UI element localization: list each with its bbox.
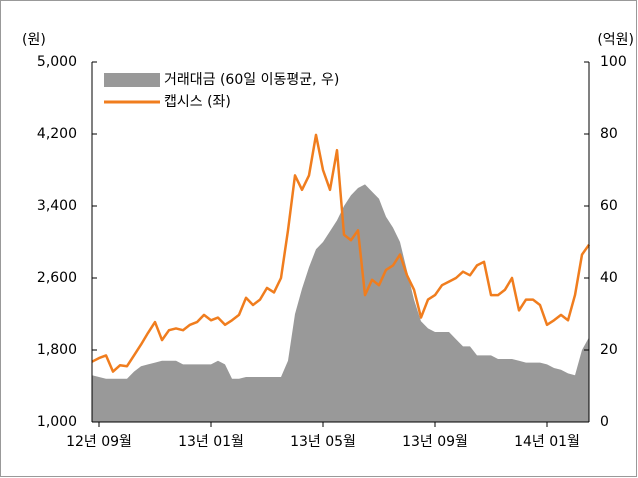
- x-tick-label: 13년 09월: [402, 434, 468, 450]
- legend-label: 캡시스 (좌): [164, 94, 231, 110]
- x-tick-label: 13년 01월: [178, 434, 244, 450]
- x-tick-label: 13년 05월: [290, 434, 356, 450]
- y-axis-label: (원): [22, 32, 46, 48]
- area: [92, 184, 589, 422]
- y-tick-label: 1,000: [37, 414, 77, 430]
- y2-axis-label: (억원): [597, 32, 634, 48]
- legend-label: 거래대금 (60일 이동평균, 우): [164, 72, 339, 88]
- x-tick-label: 12년 09월: [66, 434, 132, 450]
- legend-swatch: [104, 73, 160, 87]
- y2-tick-label: 40: [600, 270, 618, 286]
- x-tick-label: 14년 01월: [514, 434, 580, 450]
- y-tick-label: 4,200: [37, 126, 77, 142]
- y2-tick-label: 20: [600, 342, 618, 358]
- y2-tick-label: 80: [600, 126, 618, 142]
- line: [91, 133, 591, 373]
- y-tick-label: 3,400: [37, 198, 77, 214]
- y-tick-label: 1,800: [37, 342, 77, 358]
- y2-tick-label: 60: [600, 198, 618, 214]
- y2-tick-label: 0: [600, 414, 609, 430]
- y2-tick-label: 100: [600, 54, 627, 70]
- y-tick-label: 5,000: [37, 54, 77, 70]
- y-tick-label: 2,600: [37, 270, 77, 286]
